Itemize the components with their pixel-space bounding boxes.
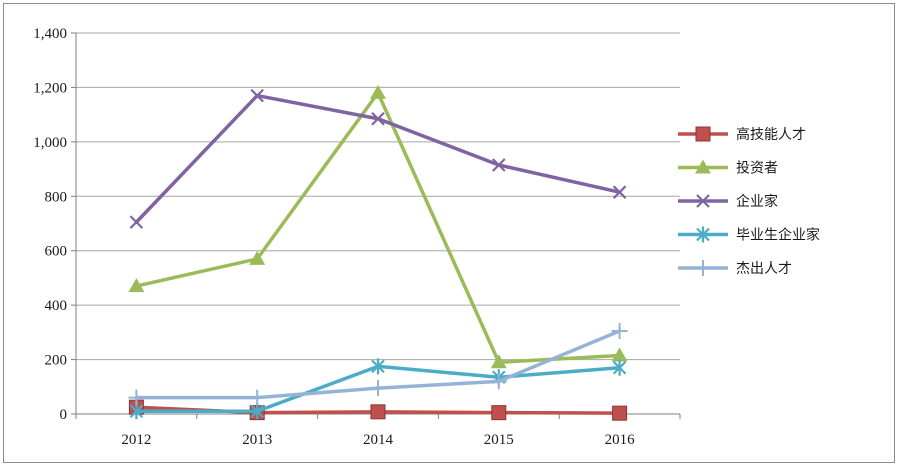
y-axis-ticks: 0 200 400 600 800 1,000 1,200 1,400 <box>33 26 76 423</box>
legend-marker <box>696 226 710 243</box>
y-tick-label: 0 <box>60 407 68 423</box>
data-point <box>371 111 385 126</box>
y-tick-label: 1,200 <box>33 80 67 96</box>
data-point <box>249 389 266 406</box>
x-axis-ticks: 2012 2013 2014 2015 2016 <box>75 414 681 448</box>
y-tick-label: 1,400 <box>33 26 67 42</box>
series-2 <box>128 84 628 369</box>
series-line <box>134 91 622 365</box>
legend-label: 高技能人才 <box>736 126 806 143</box>
legend-label: 投资者 <box>736 161 778 177</box>
legend-item: 投资者 <box>678 159 778 177</box>
series-3 <box>129 88 627 229</box>
data-point <box>491 405 507 421</box>
legend-marker <box>695 260 711 276</box>
data-point <box>250 88 264 103</box>
data-point <box>250 403 264 420</box>
legend-item: 高技能人才 <box>678 126 806 143</box>
gridlines <box>76 32 680 361</box>
data-point <box>370 84 386 99</box>
data-point <box>611 322 628 339</box>
data-point <box>128 389 145 406</box>
legend-label: 企业家 <box>736 193 778 210</box>
x-tick-label: 2014 <box>363 432 394 448</box>
legend-label: 毕业生企业家 <box>736 227 820 244</box>
data-point <box>612 405 628 421</box>
x-tick-label: 2015 <box>484 432 514 448</box>
legend-item: 杰出人才 <box>678 260 792 277</box>
y-tick-label: 1,000 <box>33 135 67 151</box>
legend-item: 毕业生企业家 <box>678 226 820 244</box>
data-point <box>370 380 386 397</box>
legend-item: 企业家 <box>678 193 778 210</box>
legend-marker <box>696 194 710 208</box>
series-line <box>134 93 622 224</box>
series-4 <box>129 358 627 420</box>
data-point <box>611 347 628 362</box>
x-tick-label: 2016 <box>605 432 636 448</box>
chart-frame <box>3 3 895 463</box>
series-5 <box>128 322 628 406</box>
data-point <box>490 354 507 369</box>
data-point <box>492 158 506 172</box>
data-point <box>370 404 386 420</box>
data-point <box>129 215 144 229</box>
x-tick-label: 2012 <box>121 432 151 448</box>
x-tick-label: 2013 <box>242 432 272 448</box>
data-point <box>612 185 627 199</box>
data-point <box>612 359 627 376</box>
y-tick-label: 400 <box>45 298 68 314</box>
legend-label: 杰出人才 <box>736 261 792 277</box>
y-tick-label: 600 <box>45 244 68 260</box>
legend-marker <box>695 159 711 174</box>
series-layer <box>128 84 628 421</box>
data-point <box>128 278 145 293</box>
data-point <box>129 403 144 420</box>
legend-marker <box>695 126 711 142</box>
y-tick-label: 200 <box>45 353 68 369</box>
y-tick-label: 800 <box>45 189 68 205</box>
data-point <box>249 250 266 265</box>
data-point <box>490 373 507 390</box>
data-point <box>371 358 385 375</box>
